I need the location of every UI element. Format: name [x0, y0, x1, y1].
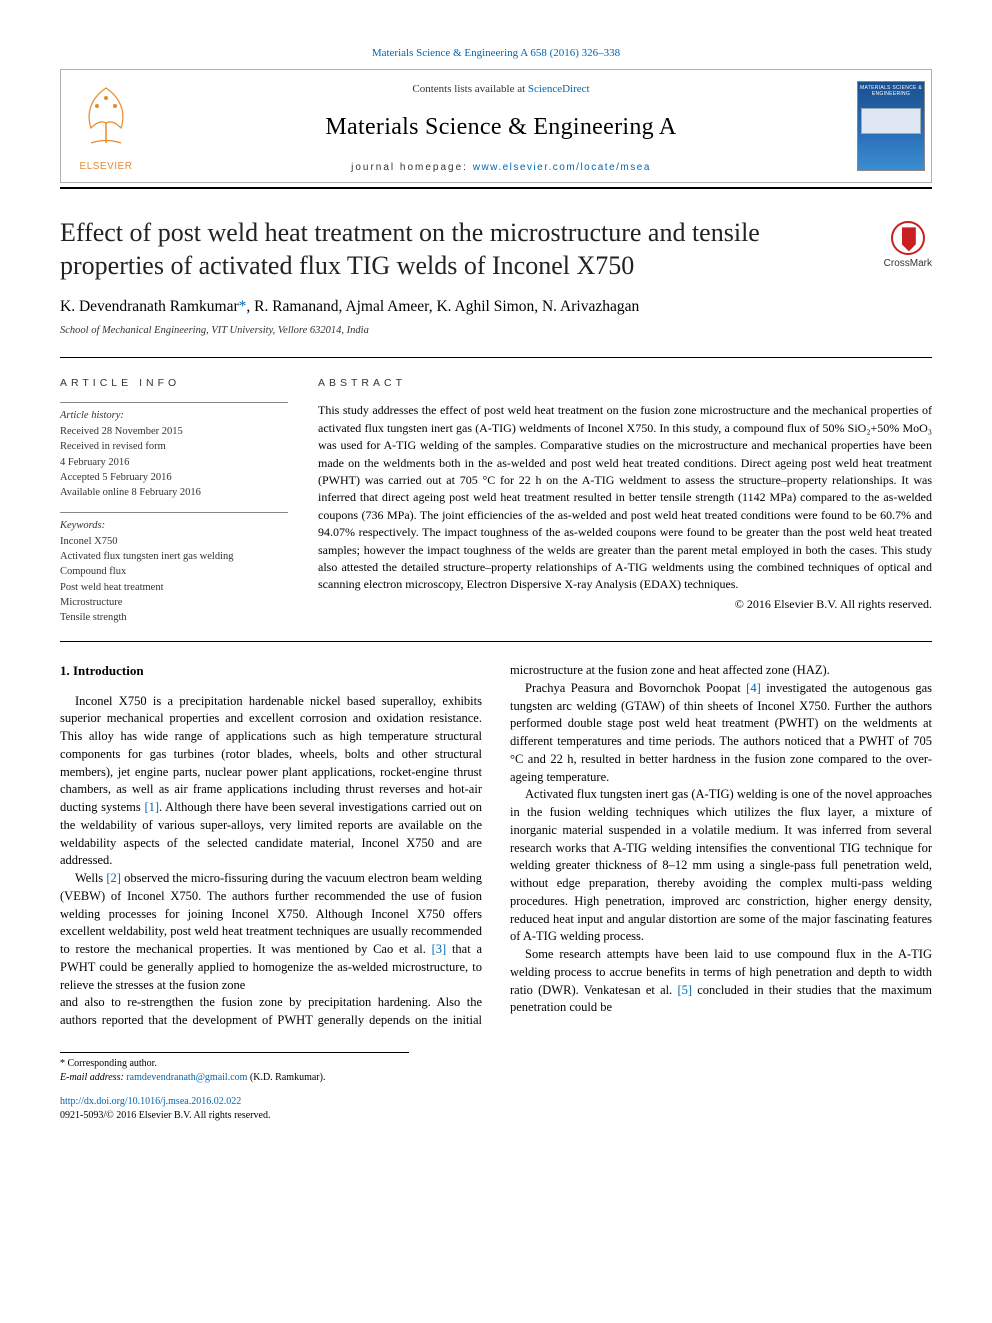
- body-paragraph: Wells [2] observed the micro-fissuring d…: [60, 870, 482, 994]
- history-item: Received 28 November 2015: [60, 424, 288, 439]
- history-item: Accepted 5 February 2016: [60, 470, 288, 485]
- article-info-heading: ARTICLE INFO: [60, 376, 288, 391]
- contents-available-line: Contents lists available at ScienceDirec…: [159, 82, 843, 97]
- journal-cover-thumb: MATERIALS SCIENCE & ENGINEERING: [851, 70, 931, 182]
- doi-link[interactable]: http://dx.doi.org/10.1016/j.msea.2016.02…: [60, 1096, 241, 1107]
- email-tail: (K.D. Ramkumar).: [247, 1072, 325, 1083]
- abstract-copyright: © 2016 Elsevier B.V. All rights reserved…: [318, 596, 932, 613]
- history-item: Received in revised form: [60, 439, 288, 454]
- running-citation: Materials Science & Engineering A 658 (2…: [60, 46, 932, 61]
- header-rule: [60, 187, 932, 189]
- article-title: Effect of post weld heat treatment on th…: [60, 217, 864, 282]
- body-paragraph: Some research attempts have been laid to…: [510, 946, 932, 1017]
- affiliation: School of Mechanical Engineering, VIT Un…: [60, 324, 932, 339]
- keywords-label: Keywords:: [60, 519, 288, 534]
- elsevier-logo: ELSEVIER: [61, 70, 151, 182]
- abstract-heading: ABSTRACT: [318, 376, 932, 391]
- keyword-item: Microstructure: [60, 595, 288, 610]
- bottom-meta: http://dx.doi.org/10.1016/j.msea.2016.02…: [60, 1095, 932, 1123]
- body-text: Prachya Peasura and Bovornchok Poopat: [525, 681, 746, 695]
- homepage-label: journal homepage:: [351, 162, 473, 173]
- reference-link[interactable]: [1]: [144, 800, 159, 814]
- body-text: investigated the autogenous gas tungsten…: [510, 681, 932, 784]
- keyword-item: Inconel X750: [60, 534, 288, 549]
- elsevier-wordmark: ELSEVIER: [80, 160, 133, 174]
- journal-homepage-line: journal homepage: www.elsevier.com/locat…: [159, 161, 843, 175]
- info-top-rule: [60, 357, 932, 358]
- body-paragraph: Prachya Peasura and Bovornchok Poopat [4…: [510, 680, 932, 787]
- body-paragraph: Activated flux tungsten inert gas (A-TIG…: [510, 786, 932, 946]
- body-text: Wells: [75, 871, 106, 885]
- crossmark-icon: [891, 221, 925, 255]
- cover-title: MATERIALS SCIENCE & ENGINEERING: [858, 82, 924, 97]
- keywords-rule: [60, 512, 288, 513]
- history-item: 4 February 2016: [60, 455, 288, 470]
- journal-homepage-link[interactable]: www.elsevier.com/locate/msea: [473, 162, 651, 173]
- footnotes: * Corresponding author. E-mail address: …: [60, 1052, 409, 1085]
- email-link[interactable]: ramdevendranath@gmail.com: [126, 1072, 247, 1083]
- history-rule: [60, 402, 288, 403]
- elsevier-tree-icon: [71, 78, 141, 158]
- authors-rest: , R. Ramanand, Ajmal Ameer, K. Aghil Sim…: [246, 298, 639, 315]
- info-bottom-rule: [60, 641, 932, 642]
- keyword-item: Compound flux: [60, 564, 288, 579]
- authors-line: K. Devendranath Ramkumar*, R. Ramanand, …: [60, 296, 932, 318]
- issn-copyright: 0921-5093/© 2016 Elsevier B.V. All right…: [60, 1109, 932, 1123]
- body-two-column: 1. Introduction Inconel X750 is a precip…: [60, 662, 932, 1030]
- reference-link[interactable]: [5]: [677, 983, 692, 997]
- email-line: E-mail address: ramdevendranath@gmail.co…: [60, 1071, 409, 1085]
- history-list: Received 28 November 2015 Received in re…: [60, 424, 288, 500]
- keyword-item: Activated flux tungsten inert gas weldin…: [60, 549, 288, 564]
- journal-header: ELSEVIER Contents lists available at Sci…: [60, 69, 932, 183]
- sciencedirect-link[interactable]: ScienceDirect: [528, 83, 590, 95]
- author-corresponding: K. Devendranath Ramkumar: [60, 298, 239, 315]
- body-paragraph: Inconel X750 is a precipitation hardenab…: [60, 693, 482, 871]
- section-1-heading: 1. Introduction: [60, 662, 482, 680]
- reference-link[interactable]: [2]: [106, 871, 121, 885]
- keyword-item: Post weld heat treatment: [60, 580, 288, 595]
- history-item: Available online 8 February 2016: [60, 485, 288, 500]
- contents-prefix: Contents lists available at: [412, 83, 527, 95]
- crossmark-label: CrossMark: [884, 257, 932, 271]
- body-text: Inconel X750 is a precipitation hardenab…: [60, 694, 482, 815]
- journal-name: Materials Science & Engineering A: [159, 111, 843, 145]
- corresponding-author-note: * Corresponding author.: [60, 1057, 409, 1071]
- reference-link[interactable]: [3]: [432, 942, 447, 956]
- reference-link[interactable]: [4]: [746, 681, 761, 695]
- abstract-text: This study addresses the effect of post …: [318, 402, 932, 593]
- keyword-item: Tensile strength: [60, 610, 288, 625]
- crossmark-badge[interactable]: CrossMark: [884, 217, 932, 271]
- keywords-list: Inconel X750 Activated flux tungsten ine…: [60, 534, 288, 625]
- history-label: Article history:: [60, 409, 288, 424]
- body-text: observed the micro-fissuring during the …: [60, 871, 482, 956]
- email-label: E-mail address:: [60, 1072, 126, 1083]
